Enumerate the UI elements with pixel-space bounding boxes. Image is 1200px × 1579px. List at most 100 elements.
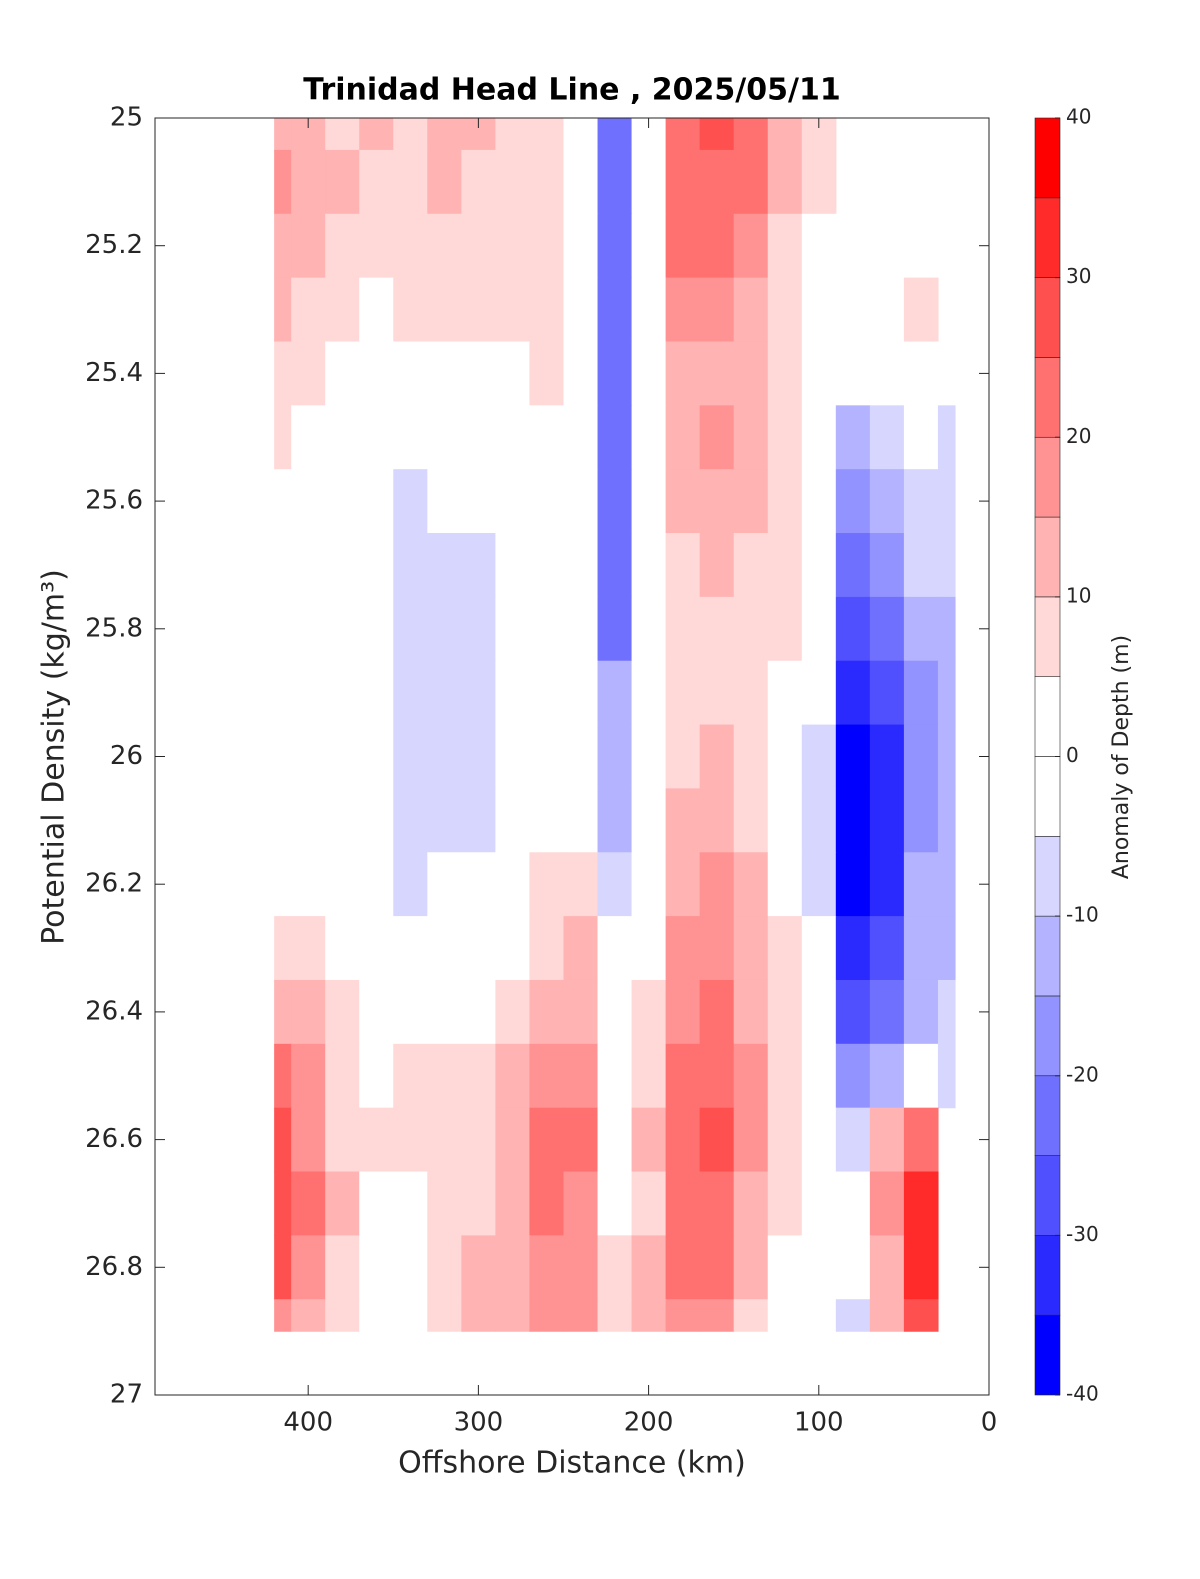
contour-cell — [359, 213, 394, 279]
colorbar-swatch — [1034, 277, 1061, 358]
contour-cell — [767, 1043, 803, 1109]
contour-cell — [767, 916, 803, 981]
contour-cell — [291, 277, 326, 343]
contour-cell — [597, 1107, 633, 1173]
contour-cell — [733, 788, 769, 853]
contour-cell — [869, 724, 905, 790]
contour-cell — [631, 213, 667, 279]
contour-cell — [903, 533, 939, 598]
contour-cell — [597, 1299, 633, 1332]
contour-cell — [869, 469, 905, 534]
contour-cell — [325, 724, 360, 790]
contour-cell — [631, 341, 667, 406]
contour-cell — [869, 1235, 905, 1300]
contour-cell — [801, 405, 837, 470]
contour-cell — [869, 1107, 905, 1173]
contour-cell — [393, 1235, 428, 1300]
contour-cell — [869, 1299, 905, 1332]
contour-cell — [563, 660, 599, 726]
contour-cell — [801, 213, 837, 279]
contour-cell — [291, 213, 326, 279]
contour-cell — [529, 149, 565, 215]
contour-cell — [665, 149, 701, 215]
contour-cell — [801, 1299, 837, 1332]
contour-cell — [529, 916, 565, 981]
contour-cell — [495, 979, 531, 1045]
contour-cell — [393, 118, 428, 151]
contour-cell — [665, 1171, 701, 1236]
contour-cell — [325, 149, 360, 215]
contour-cell — [291, 533, 326, 598]
x-tick-label: 200 — [624, 1408, 674, 1438]
contour-cell — [529, 405, 565, 470]
contour-cell — [563, 277, 599, 343]
contour-cell — [903, 1171, 939, 1236]
contour-cell — [529, 118, 565, 151]
contour-cell — [325, 213, 360, 279]
contour-cell — [733, 1043, 769, 1109]
contour-cell — [291, 852, 326, 917]
contour-cell — [325, 341, 360, 406]
contour-cell — [359, 979, 394, 1045]
contour-cell — [801, 341, 837, 406]
contour-cell — [274, 979, 292, 1045]
contour-cell — [274, 277, 292, 343]
contour-cell — [631, 149, 667, 215]
contour-cell — [869, 916, 905, 981]
contour-cell — [495, 277, 531, 343]
contour-cell — [699, 596, 735, 662]
contour-cell — [291, 1107, 326, 1173]
contour-cell — [903, 1043, 939, 1109]
contour-cell — [699, 1299, 735, 1332]
contour-cell — [699, 1171, 735, 1236]
y-tick-label: 26.6 — [85, 1124, 143, 1154]
colorbar-swatch — [1034, 596, 1061, 677]
contour-cell — [937, 405, 956, 470]
contour-cell — [801, 596, 837, 662]
colorbar-swatch — [1034, 516, 1061, 598]
contour-cell — [291, 916, 326, 981]
y-tick-label: 25 — [110, 103, 143, 133]
contour-cell — [274, 788, 292, 853]
contour-cell — [903, 469, 939, 534]
contour-cell — [699, 469, 735, 534]
contour-cell — [427, 1107, 462, 1173]
contour-cell — [495, 1299, 531, 1332]
contour-cell — [903, 788, 939, 853]
contour-cell — [393, 149, 428, 215]
contour-cell — [274, 724, 292, 790]
contour-cell — [665, 1235, 701, 1300]
contour-cell — [563, 852, 599, 917]
contour-cell — [563, 341, 599, 406]
contour-cell — [461, 405, 497, 470]
colorbar-tick-label: 0 — [1066, 743, 1079, 767]
contour-cell — [461, 149, 497, 215]
contour-cell — [393, 1299, 428, 1332]
contour-cell — [665, 1043, 701, 1109]
contour-cell — [631, 277, 667, 343]
contour-cell — [699, 118, 735, 151]
contour-cell — [835, 724, 871, 790]
y-tick-label: 25.6 — [85, 486, 143, 516]
contour-cell — [427, 149, 462, 215]
contour-cell — [325, 533, 360, 598]
contour-cell — [733, 852, 769, 917]
contour-cell — [393, 1107, 428, 1173]
contour-cell — [274, 916, 292, 981]
contour-cell — [291, 341, 326, 406]
contour-cell — [495, 213, 531, 279]
contour-cell — [733, 118, 769, 151]
contour-cell — [359, 916, 394, 981]
contour-cell — [699, 1043, 735, 1109]
contour-cell — [461, 469, 497, 534]
contour-cell — [631, 596, 667, 662]
contour-cell — [869, 788, 905, 853]
contour-cell — [325, 788, 360, 853]
contour-cell — [631, 1171, 667, 1236]
contour-cell — [274, 469, 292, 534]
contour-cell — [733, 916, 769, 981]
contour-cell — [291, 149, 326, 215]
contour-cell — [563, 788, 599, 853]
contour-cell — [767, 660, 803, 726]
contour-cell — [359, 852, 394, 917]
